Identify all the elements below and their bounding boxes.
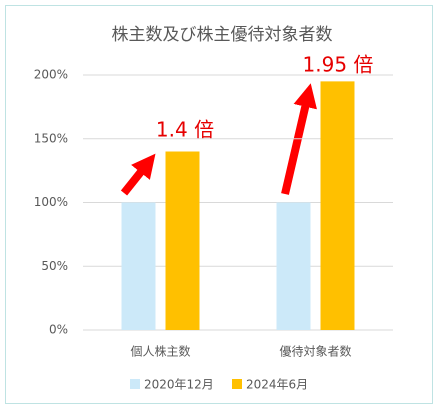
y-tick-label: 200% <box>34 68 68 82</box>
bar <box>165 151 200 330</box>
y-tick-label: 0% <box>49 323 68 337</box>
chart-frame <box>5 5 433 404</box>
bar <box>121 202 156 330</box>
y-tick-label: 50% <box>41 259 68 273</box>
arrow <box>120 153 156 196</box>
legend-swatch <box>232 379 242 389</box>
annotation: 1.95 倍 <box>303 53 374 77</box>
bar <box>276 202 311 330</box>
annotation: 1.4 倍 <box>156 118 214 142</box>
legend-swatch <box>130 379 140 389</box>
bar <box>320 81 355 330</box>
y-tick-label: 100% <box>34 195 68 209</box>
chart-title: 株主数及び株主優待対象者数 <box>112 25 333 45</box>
x-tick-label: 個人株主数 <box>130 344 190 359</box>
legend-label: 2024年6月 <box>246 378 308 392</box>
y-tick-label: 150% <box>34 131 68 145</box>
x-tick-label: 優待対象者数 <box>279 344 351 359</box>
arrow <box>281 83 317 195</box>
legend-label: 2020年12月 <box>144 378 214 392</box>
